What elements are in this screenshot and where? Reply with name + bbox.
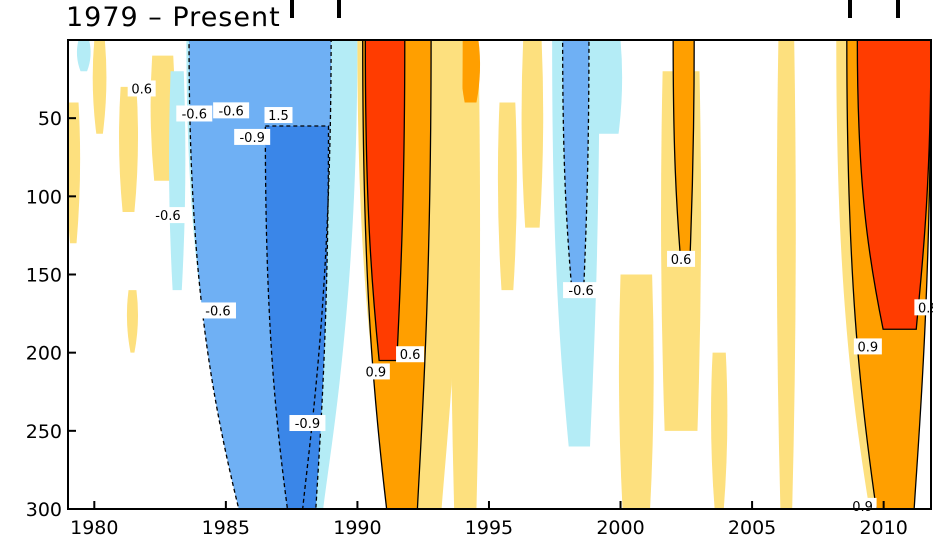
field-patch <box>126 290 139 353</box>
contour-line <box>856 40 931 330</box>
field-patch <box>169 71 186 291</box>
contour-label: 0.9 <box>918 301 933 316</box>
contour-label-bg <box>667 250 696 267</box>
contour-label: -0.6 <box>218 104 243 119</box>
contour-label-bg <box>213 102 250 119</box>
contour-line <box>188 40 332 509</box>
x-tick-label: 1985 <box>202 517 250 536</box>
shaded-region <box>265 125 329 509</box>
x-tick-label: 2000 <box>596 517 644 536</box>
contour-label-bg <box>149 207 186 224</box>
y-tick-label: 250 <box>26 421 62 443</box>
field-patch <box>497 102 517 291</box>
contour-label: -0.9 <box>239 131 264 146</box>
contour-label-bg <box>914 299 933 316</box>
contour-label: 0.9 <box>858 340 879 355</box>
shaded-region <box>365 40 405 361</box>
x-tick-label: 1995 <box>465 517 513 536</box>
contour-label: 0.6 <box>400 348 421 363</box>
contour-label-bg <box>289 415 326 432</box>
contour-label: 1.5 <box>268 109 289 124</box>
field-patch <box>461 40 481 103</box>
y-tick-label: 150 <box>26 265 62 287</box>
contour-label-bg <box>853 338 882 355</box>
contour-label-layer: 0.6 -0.6 -0.6 1.5 -0.9 -0.6 -0.6 0.9 0.6 -0.9 -0.6… <box>127 80 933 515</box>
field-patch <box>618 274 654 509</box>
contour-label-bg <box>361 363 390 380</box>
contour-label-bg <box>199 302 236 319</box>
contour-label: -0.6 <box>568 284 593 299</box>
field-patch <box>776 40 796 509</box>
contour-label: 0.6 <box>131 82 152 97</box>
x-tick-label: 2005 <box>728 517 776 536</box>
contour-label: 0.9 <box>852 500 873 515</box>
x-tick-label: 1980 <box>70 517 118 536</box>
chart-title: 1979 – Present <box>66 2 281 33</box>
x-tick-label: 2010 <box>859 517 907 536</box>
field-patch <box>119 86 139 212</box>
shaded-region <box>857 40 931 330</box>
contour-label: -0.9 <box>295 417 320 432</box>
shaded-field-layer <box>68 40 931 509</box>
contour-label-bg <box>563 282 600 299</box>
contour-label: -0.6 <box>182 107 207 122</box>
field-patch <box>76 40 91 72</box>
contour-label-bg <box>264 107 293 124</box>
contour-label-bg <box>176 105 213 122</box>
x-tick-label: 1990 <box>333 517 381 536</box>
y-axis: 50 100 150 200 250 300 <box>26 108 76 521</box>
y-tick-label: 200 <box>26 343 62 365</box>
field-patch <box>150 55 175 181</box>
contour-line <box>846 40 931 509</box>
contour-line <box>264 125 330 509</box>
shaded-region <box>562 40 589 291</box>
shaded-region <box>673 40 695 259</box>
contour-label-bg <box>396 346 425 363</box>
contour-label-bg <box>127 80 156 97</box>
field-patch <box>68 102 81 244</box>
y-tick-label: 300 <box>26 499 62 521</box>
contour-label: -0.6 <box>155 209 180 224</box>
field-patch <box>592 40 623 134</box>
contour-label: 0.6 <box>671 253 692 268</box>
contour-line <box>362 40 432 509</box>
x-axis: 1980 1985 1990 1995 2000 2005 2010 <box>70 501 908 536</box>
top-tick-marks <box>290 0 900 18</box>
field-patch <box>521 40 544 228</box>
y-tick-label: 50 <box>38 108 62 130</box>
contour-label: 0.9 <box>365 365 386 380</box>
contour-label-bg <box>234 128 271 145</box>
contour-label: -0.6 <box>205 304 230 319</box>
y-tick-label: 100 <box>26 186 62 208</box>
field-patch <box>92 40 107 134</box>
field-patch <box>711 352 728 509</box>
